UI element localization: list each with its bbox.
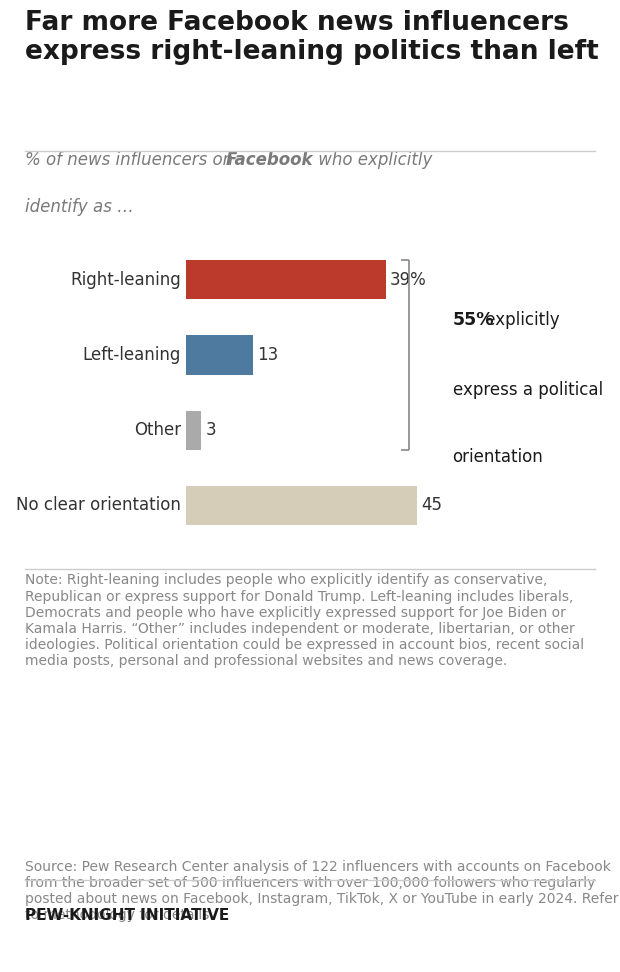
Text: 13: 13 [257,346,278,364]
Text: explicitly: explicitly [480,311,559,330]
Text: Right-leaning: Right-leaning [70,271,181,289]
Text: 45: 45 [421,497,442,514]
Text: who explicitly: who explicitly [313,151,432,169]
Text: Note: Right-leaning includes people who explicitly identify as conservative, Rep: Note: Right-leaning includes people who … [25,573,584,669]
Bar [186,335,253,374]
Text: orientation: orientation [453,447,543,466]
Text: express a political: express a political [453,381,603,399]
Text: 39%: 39% [390,271,427,289]
Text: % of news influencers on: % of news influencers on [25,151,238,169]
Text: identify as …: identify as … [25,198,133,217]
Bar [186,486,417,525]
Bar [186,260,386,299]
Text: PEW-KNIGHT INITIATIVE: PEW-KNIGHT INITIATIVE [25,908,229,923]
Text: Left-leaning: Left-leaning [82,346,181,364]
Text: 3: 3 [205,421,216,439]
Bar [186,410,202,450]
Text: Source: Pew Research Center analysis of 122 influencers with accounts on Faceboo: Source: Pew Research Center analysis of … [25,859,618,922]
Text: 55%: 55% [453,311,494,330]
Text: Other: Other [134,421,181,439]
Text: Far more Facebook news influencers
express right-leaning politics than left: Far more Facebook news influencers expre… [25,10,598,65]
Text: Facebook: Facebook [226,151,313,169]
Text: No clear orientation: No clear orientation [16,497,181,514]
